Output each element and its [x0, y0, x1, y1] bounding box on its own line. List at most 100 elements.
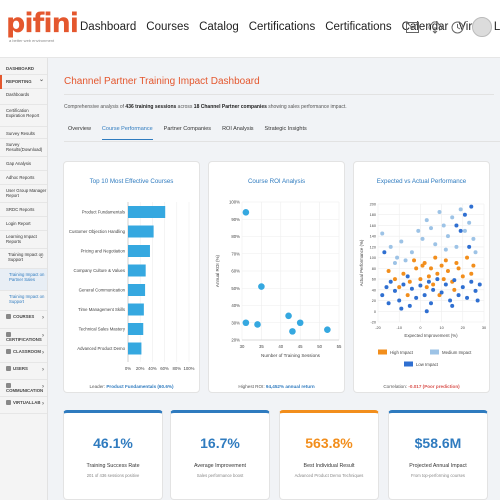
data-point[interactable]: [454, 261, 459, 265]
nav-certifications[interactable]: Certifications: [248, 21, 316, 33]
data-point[interactable]: [324, 326, 331, 333]
tab-partner-companies[interactable]: Partner Companies: [163, 126, 212, 132]
mail-icon[interactable]: [406, 21, 419, 33]
data-point[interactable]: [401, 271, 406, 276]
data-point[interactable]: [431, 287, 436, 292]
data-point[interactable]: [388, 244, 393, 249]
data-point[interactable]: [401, 282, 406, 287]
data-point[interactable]: [409, 286, 414, 291]
data-point[interactable]: [420, 263, 425, 268]
data-point[interactable]: [465, 255, 470, 260]
data-point[interactable]: [452, 278, 457, 283]
data-point[interactable]: [407, 303, 412, 308]
bar[interactable]: [128, 342, 142, 355]
data-point[interactable]: [439, 290, 444, 295]
data-point[interactable]: [460, 274, 465, 279]
data-point[interactable]: [384, 285, 389, 290]
data-point[interactable]: [462, 228, 467, 233]
bar[interactable]: [128, 284, 146, 296]
data-point[interactable]: [422, 261, 427, 265]
bar[interactable]: [128, 225, 154, 238]
data-point[interactable]: [386, 269, 391, 274]
sidebar-item-reporting[interactable]: REPORTING ⌄: [0, 75, 47, 89]
data-point[interactable]: [433, 255, 438, 260]
data-point[interactable]: [296, 319, 304, 327]
sidebar-item-courses[interactable]: COURSES ›: [0, 311, 47, 329]
data-point[interactable]: [422, 293, 427, 298]
data-point[interactable]: [409, 250, 414, 255]
data-point[interactable]: [443, 282, 448, 287]
data-point[interactable]: [471, 236, 476, 241]
data-point[interactable]: [454, 244, 459, 249]
data-point[interactable]: [388, 279, 393, 284]
data-point[interactable]: [445, 234, 450, 239]
data-point[interactable]: [437, 210, 442, 215]
data-point[interactable]: [467, 220, 472, 225]
data-point[interactable]: [429, 226, 433, 231]
data-point[interactable]: [386, 301, 391, 306]
sidebar-item-training-impact-on-partner-sales[interactable]: Training Impact on Partner Sales: [0, 269, 47, 291]
tab-course-performance[interactable]: Course Performance: [101, 126, 153, 140]
data-point[interactable]: [469, 271, 474, 276]
tab-overview[interactable]: Overview: [68, 126, 91, 132]
data-point[interactable]: [445, 269, 450, 274]
sidebar-item-survey-results-download[interactable]: Survey Results(Download): [0, 139, 47, 157]
sidebar-item-certifications[interactable]: CERTIFICATIONS ›: [0, 329, 47, 346]
clock-icon[interactable]: [451, 21, 464, 34]
data-point[interactable]: [254, 321, 261, 328]
data-point[interactable]: [392, 277, 397, 282]
sidebar-item-communication[interactable]: COMMUNICATION ›: [0, 380, 47, 397]
data-point[interactable]: [433, 242, 438, 247]
bar[interactable]: [128, 245, 150, 257]
data-point[interactable]: [258, 283, 265, 290]
data-point[interactable]: [443, 247, 448, 252]
nav-calendar[interactable]: Calendar: [401, 21, 449, 33]
data-point[interactable]: [397, 298, 402, 303]
data-point[interactable]: [392, 261, 397, 265]
data-point[interactable]: [392, 288, 397, 293]
bar[interactable]: [128, 206, 166, 218]
data-point[interactable]: [418, 277, 423, 282]
data-point[interactable]: [380, 231, 385, 236]
data-point[interactable]: [399, 306, 404, 311]
data-point[interactable]: [458, 228, 463, 233]
data-point[interactable]: [289, 328, 296, 335]
data-point[interactable]: [469, 204, 474, 209]
data-point[interactable]: [414, 295, 419, 300]
data-point[interactable]: [420, 236, 425, 241]
data-point[interactable]: [454, 223, 459, 228]
sidebar-item-training-impact-on-support[interactable]: Training Impact on Support: [0, 291, 47, 311]
data-point[interactable]: [443, 258, 448, 263]
data-point[interactable]: [399, 239, 404, 244]
data-point[interactable]: [431, 282, 436, 287]
data-point[interactable]: [458, 207, 463, 212]
logo[interactable]: pifini a better web environment: [4, 8, 79, 48]
data-point[interactable]: [467, 244, 472, 249]
data-point[interactable]: [426, 274, 431, 279]
sidebar-item-virtuallab[interactable]: VIRTUALLAB ›: [0, 397, 47, 414]
nav-catalog[interactable]: Catalog: [199, 21, 239, 33]
sidebar-item-login-report[interactable]: Login Report: [0, 217, 47, 231]
data-point[interactable]: [380, 293, 385, 298]
data-point[interactable]: [405, 274, 410, 279]
data-point[interactable]: [435, 277, 440, 282]
data-point[interactable]: [460, 285, 465, 290]
data-point[interactable]: [450, 303, 455, 308]
nav-courses[interactable]: Courses: [146, 21, 190, 33]
data-point[interactable]: [418, 283, 423, 288]
sidebar-item-srdc-reports[interactable]: SRDC Reports: [0, 203, 47, 217]
sidebar-item-gap-analysis[interactable]: Gap Analysis: [0, 157, 47, 171]
bar[interactable]: [128, 264, 146, 277]
data-point[interactable]: [397, 285, 402, 290]
data-point[interactable]: [429, 301, 433, 306]
data-point[interactable]: [471, 263, 476, 268]
data-point[interactable]: [452, 287, 457, 292]
data-point[interactable]: [448, 298, 453, 303]
data-point[interactable]: [416, 228, 421, 233]
data-point[interactable]: [403, 258, 408, 263]
data-point[interactable]: [414, 266, 419, 271]
data-point[interactable]: [441, 277, 446, 282]
data-point[interactable]: [435, 271, 440, 276]
data-point[interactable]: [469, 279, 474, 284]
nav-certifications-2[interactable]: Certifications: [325, 21, 392, 33]
